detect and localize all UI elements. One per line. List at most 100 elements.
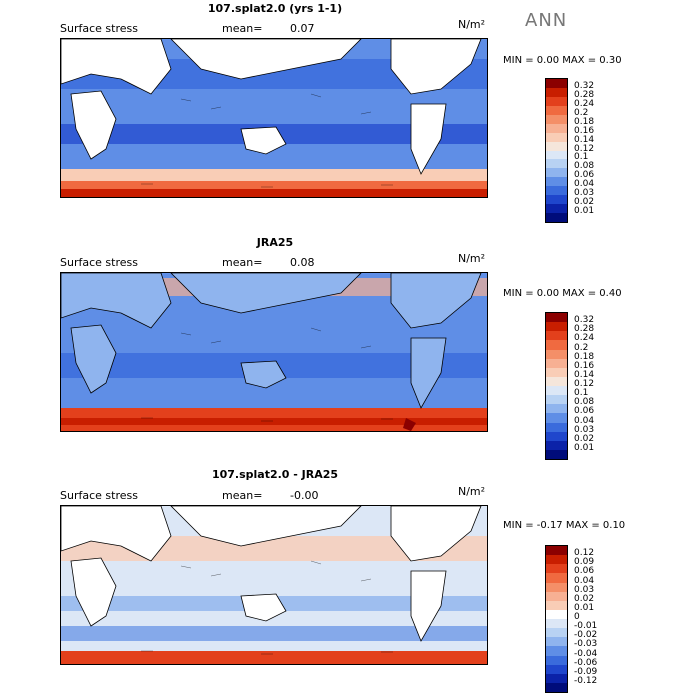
colorbar-tick-label: 0.28 bbox=[574, 89, 595, 100]
eurasia-land bbox=[61, 39, 172, 95]
panel-1-colorbar bbox=[545, 78, 568, 223]
north-america-land bbox=[390, 39, 482, 95]
colorbar-tick-label: 0.18 bbox=[574, 116, 595, 127]
colorbar-tick-label: -0.09 bbox=[574, 666, 598, 677]
colorbar-tick-label: 0.18 bbox=[574, 351, 595, 362]
asia-land bbox=[170, 39, 362, 80]
colorbar-swatch bbox=[546, 204, 567, 214]
colorbar-swatch bbox=[546, 105, 567, 115]
colorbar-tick-label: 0.12 bbox=[574, 548, 595, 559]
colorbar-tick-label: 0.14 bbox=[574, 369, 595, 380]
colorbar-swatch bbox=[546, 591, 567, 601]
colorbar-swatch bbox=[546, 449, 567, 459]
colorbar-swatch bbox=[546, 422, 567, 432]
colorbar-swatch bbox=[546, 655, 567, 665]
colorbar-tick-label: 0.04 bbox=[574, 179, 595, 190]
colorbar-swatch bbox=[546, 413, 567, 423]
asia-land bbox=[170, 273, 362, 314]
colorbar-tick-label: 0.1 bbox=[574, 388, 589, 399]
africa-land bbox=[70, 557, 117, 627]
colorbar-swatch bbox=[546, 682, 567, 692]
panel-1-mean-value: 0.07 bbox=[290, 22, 315, 35]
colorbar-swatch bbox=[546, 322, 567, 332]
panel-1-units: N/m² bbox=[458, 18, 486, 31]
colorbar-swatch bbox=[546, 132, 567, 142]
colorbar-tick-label: -0.02 bbox=[574, 630, 598, 641]
colorbar-swatch bbox=[546, 96, 567, 106]
colorbar-tick-label: 0.08 bbox=[574, 397, 595, 408]
panel-1-minmax: MIN = 0.00 MAX = 0.30 bbox=[503, 55, 622, 66]
panel-3-mean-value: -0.00 bbox=[290, 489, 319, 502]
south-america-land bbox=[410, 570, 447, 642]
colorbar-swatch bbox=[546, 123, 567, 133]
colorbar-swatch bbox=[546, 564, 567, 574]
colorbar-swatch bbox=[546, 159, 567, 169]
colorbar-swatch bbox=[546, 79, 567, 88]
australia-land bbox=[240, 126, 287, 155]
panel-1-variable: Surface stress bbox=[60, 22, 138, 35]
colorbar-swatch bbox=[546, 664, 567, 674]
panel-3-title: 107.splat2.0 - JRA25 bbox=[211, 468, 339, 481]
colorbar-swatch bbox=[546, 376, 567, 386]
colorbar-swatch bbox=[546, 331, 567, 341]
colorbar-tick-label: 0.28 bbox=[574, 324, 595, 335]
colorbar-tick-label: 0.01 bbox=[574, 206, 595, 217]
colorbar-tick-label: -0.06 bbox=[574, 657, 598, 668]
tierra-del-fuego-max bbox=[403, 418, 416, 431]
panel-3-wind-vectors bbox=[141, 560, 393, 655]
colorbar-tick-label: 0.12 bbox=[574, 143, 595, 154]
colorbar-swatch bbox=[546, 195, 567, 205]
south-america-land bbox=[410, 103, 447, 175]
colorbar-swatch bbox=[546, 358, 567, 368]
colorbar-swatch bbox=[546, 673, 567, 683]
colorbar-tick-label: 0.16 bbox=[574, 125, 595, 136]
colorbar-tick-label: 0.12 bbox=[574, 379, 595, 389]
colorbar-tick-label: 0.09 bbox=[574, 557, 595, 568]
colorbar-tick-label: 0.01 bbox=[574, 602, 595, 613]
africa-land bbox=[70, 324, 117, 394]
north-america-land bbox=[390, 506, 482, 562]
colorbar-swatch bbox=[546, 395, 567, 405]
colorbar-tick-label: 0.03 bbox=[574, 424, 595, 435]
colorbar-tick-label: 0.06 bbox=[574, 170, 595, 181]
colorbar-swatch bbox=[546, 404, 567, 414]
eurasia-land bbox=[61, 273, 172, 329]
colorbar-swatch bbox=[546, 213, 567, 222]
australia-land bbox=[240, 593, 287, 622]
panel-3-colorbar bbox=[545, 545, 568, 693]
colorbar-tick-label: 0.02 bbox=[574, 197, 595, 208]
eurasia-land bbox=[61, 506, 172, 562]
colorbar-tick-label: -0.03 bbox=[574, 639, 598, 650]
colorbar-swatch bbox=[546, 87, 567, 97]
colorbar-tick-label: 0 bbox=[574, 612, 580, 622]
panel-1-map-plot bbox=[61, 39, 487, 197]
colorbar-tick-label: 0.24 bbox=[574, 98, 595, 109]
panel-1-wind-vectors bbox=[141, 93, 393, 188]
panel-2-map-plot bbox=[61, 273, 487, 431]
colorbar-swatch bbox=[546, 186, 567, 196]
panel-2-map bbox=[60, 272, 488, 432]
colorbar-swatch bbox=[546, 340, 567, 350]
panel-2-mean-value: 0.08 bbox=[290, 256, 315, 269]
colorbar-tick-label: -0.12 bbox=[574, 675, 598, 686]
colorbar-tick-label: 0.06 bbox=[574, 406, 595, 417]
colorbar-tick-label: 0.2 bbox=[574, 107, 589, 118]
panel-2-title: JRA25 bbox=[256, 236, 294, 249]
colorbar-swatch bbox=[546, 386, 567, 396]
colorbar-swatch bbox=[546, 609, 567, 619]
colorbar-swatch bbox=[546, 431, 567, 441]
colorbar-tick-label: 0.1 bbox=[574, 152, 589, 163]
colorbar-tick-label: 0.2 bbox=[574, 342, 589, 353]
colorbar-swatch bbox=[546, 637, 567, 647]
panel-3-map bbox=[60, 505, 488, 665]
panel-1-mean-label: mean= bbox=[222, 22, 263, 35]
colorbar-tick-label: 0.32 bbox=[574, 315, 595, 326]
panel-3-minmax: MIN = -0.17 MAX = 0.10 bbox=[503, 520, 626, 531]
colorbar-swatch bbox=[546, 150, 567, 160]
colorbar-swatch bbox=[546, 177, 567, 187]
colorbar-swatch bbox=[546, 367, 567, 377]
colorbar-swatch bbox=[546, 555, 567, 565]
colorbar-tick-label: 0.06 bbox=[574, 566, 595, 577]
season-label: ANN bbox=[525, 10, 568, 31]
panel-3-map-plot bbox=[61, 506, 487, 664]
